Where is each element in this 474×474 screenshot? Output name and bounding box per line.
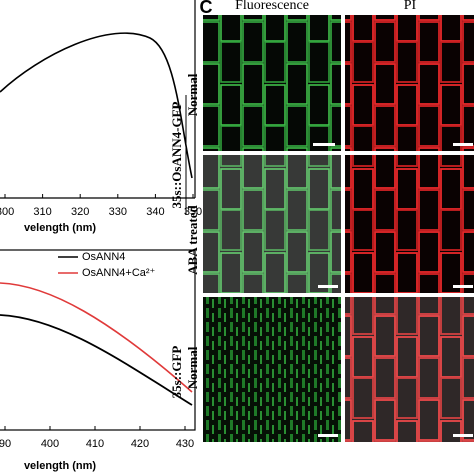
micrograph — [203, 15, 341, 151]
legend-label: OsANN4 — [82, 251, 125, 263]
x-tick-label: 310 — [33, 206, 51, 218]
row-group-label: 35s::GFP — [169, 346, 184, 399]
x-tick-label: 430 — [176, 438, 194, 450]
x-tick-label: 300 — [0, 206, 14, 218]
x-tick-label: 350 — [184, 206, 202, 218]
x-axis-label: velength (nm) — [24, 460, 96, 472]
panel-label: C — [200, 0, 213, 17]
legend-label: OsANN4+Ca²⁺ — [82, 267, 156, 279]
row-group-label: 35s::OsANN4-GFP — [169, 102, 184, 209]
micrograph — [345, 155, 474, 293]
x-tick-label: 340 — [146, 206, 164, 218]
micrograph — [345, 297, 474, 442]
column-header: PI — [404, 0, 417, 13]
x-axis-label: velength (nm) — [24, 222, 96, 234]
column-header: Fluorescence — [235, 0, 309, 13]
curve-osann4 — [0, 314, 193, 406]
row-label: Normal — [185, 73, 200, 116]
micrograph — [345, 15, 474, 151]
x-tick-label: 410 — [86, 438, 104, 450]
spectrum-curve — [0, 32, 193, 179]
micrograph — [203, 155, 341, 293]
x-tick-label: 330 — [109, 206, 127, 218]
row-label: Normal — [185, 346, 200, 389]
scale-bars — [313, 143, 473, 437]
x-tick-label: 400 — [41, 438, 59, 450]
x-tick-label: 320 — [71, 206, 89, 218]
micrograph — [203, 297, 341, 442]
x-tick-label: 90 — [0, 438, 11, 450]
curve-osann4-ca — [0, 282, 193, 393]
x-tick-label: 420 — [131, 438, 149, 450]
plot-frame — [0, 249, 196, 431]
row-label: ABA treated — [185, 205, 200, 275]
